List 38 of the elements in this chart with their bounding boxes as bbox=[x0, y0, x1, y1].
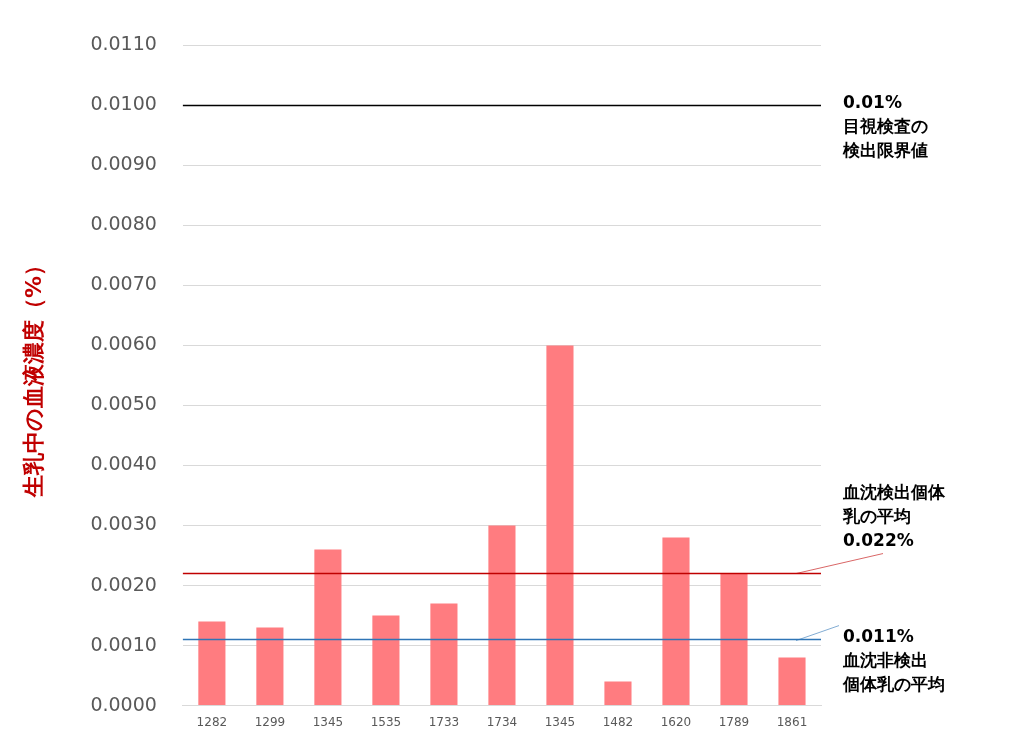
x-tick-label: 1282 bbox=[196, 714, 228, 729]
bar bbox=[778, 657, 806, 706]
x-tick-label: 1345 bbox=[544, 714, 576, 729]
bar bbox=[430, 603, 458, 706]
ref-line-label: 0.01%目視検査の検出限界値 bbox=[842, 91, 928, 160]
x-tick-label: 1861 bbox=[776, 714, 808, 729]
y-tick-label: 0.0090 bbox=[90, 152, 157, 175]
x-tick-label: 1734 bbox=[486, 714, 518, 729]
bar bbox=[372, 615, 400, 706]
y-tick-label: 0.0030 bbox=[90, 512, 157, 535]
legend-label: 0.011%血沈非検出個体乳の平均 bbox=[842, 626, 945, 694]
y-axis-title: 生乳中の血液濃度（%） bbox=[20, 253, 46, 499]
y-tick-label: 0.0010 bbox=[90, 632, 157, 655]
bar bbox=[256, 627, 284, 706]
y-tick-label: 0.0080 bbox=[90, 212, 157, 235]
x-tick-label: 1535 bbox=[370, 714, 402, 729]
bar bbox=[314, 549, 342, 706]
y-tick-label: 0.0070 bbox=[90, 272, 157, 295]
bar bbox=[488, 525, 516, 706]
ref-line-label: 血沈検出個体乳の平均 0.022% bbox=[842, 481, 946, 550]
bar bbox=[662, 537, 690, 706]
bar bbox=[720, 573, 748, 706]
y-tick-label: 0.0050 bbox=[90, 392, 157, 415]
x-tick-label: 1482 bbox=[602, 714, 634, 729]
y-tick-label: 0.0020 bbox=[90, 572, 157, 595]
y-tick-label: 0.0110 bbox=[90, 32, 157, 55]
y-tick-label: 0.0100 bbox=[90, 92, 157, 115]
y-tick-label: 0.0040 bbox=[90, 452, 157, 475]
x-tick-label: 1733 bbox=[428, 714, 460, 729]
bar bbox=[546, 345, 574, 706]
y-tick-label: 0.0000 bbox=[90, 692, 157, 715]
y-tick-label: 0.0060 bbox=[90, 332, 157, 355]
x-tick-label: 1789 bbox=[718, 714, 750, 729]
x-tick-label: 1620 bbox=[660, 714, 692, 729]
bar bbox=[604, 681, 632, 706]
x-tick-label: 1299 bbox=[254, 714, 286, 729]
x-tick-label: 1345 bbox=[312, 714, 344, 729]
bar bbox=[198, 621, 226, 706]
